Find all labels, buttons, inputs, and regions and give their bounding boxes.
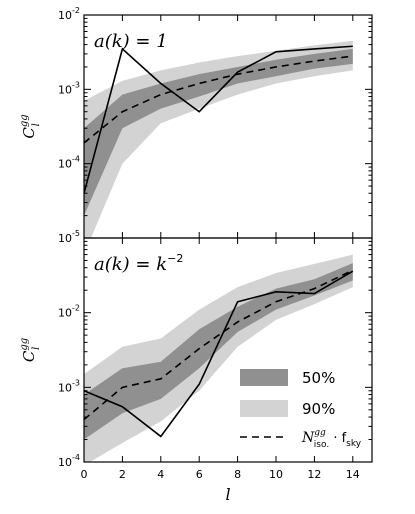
panel-annotation: a(k) = k−2: [94, 252, 183, 275]
x-tick-label: 4: [157, 468, 164, 481]
y-tick-label: 10-4: [58, 453, 80, 469]
y-tick-label: 10-3: [58, 80, 80, 96]
y-tick-label: 10-5: [58, 229, 80, 245]
legend-label: 90%: [302, 400, 335, 418]
axes-frame: [83, 237, 373, 463]
noise-line: [84, 269, 354, 421]
band-50: [84, 48, 353, 216]
x-tick-label: 2: [119, 468, 126, 481]
legend-swatch-50: [240, 369, 288, 386]
x-tick-label: 12: [307, 468, 321, 481]
top-panel: 10-5 10-4 10-3 10-2 Cggl a(k) = 1: [19, 6, 373, 245]
x-tick-label: 14: [346, 468, 360, 481]
noise-line: [84, 55, 353, 144]
y-tick-label: 10-3: [58, 378, 80, 394]
band-50: [84, 263, 353, 440]
x-axis-label: l: [225, 485, 230, 504]
y-axis-label: Cggl: [19, 114, 42, 138]
plot-area: [84, 40, 353, 238]
plot-area: [84, 254, 354, 462]
legend-label-noise: Ngg iso. · fsky: [301, 428, 362, 450]
observed-line: [84, 270, 354, 438]
y-tick-label: 10-2: [58, 6, 80, 22]
y-axis-label: Cggl: [19, 338, 42, 362]
legend-swatch-90: [240, 400, 288, 417]
x-tick-label: 10: [269, 468, 283, 481]
y-tick-label: 10-2: [58, 304, 80, 320]
x-tick-label: 8: [234, 468, 241, 481]
band-90: [84, 254, 353, 462]
y-tick-label: 10-4: [58, 155, 80, 171]
bottom-panel: 10-4 10-3 10-2 Cggl a(k) = k−2 0 2 4 6 8 10 12 14 l: [19, 237, 373, 504]
x-tick-label: 6: [196, 468, 203, 481]
observed-line: [84, 45, 353, 194]
panel-annotation: a(k) = 1: [94, 31, 168, 52]
legend-label: 50%: [302, 369, 335, 387]
legend: 50% 90% Ngg iso. · fsky: [240, 369, 362, 450]
x-tick-label: 0: [81, 468, 88, 481]
